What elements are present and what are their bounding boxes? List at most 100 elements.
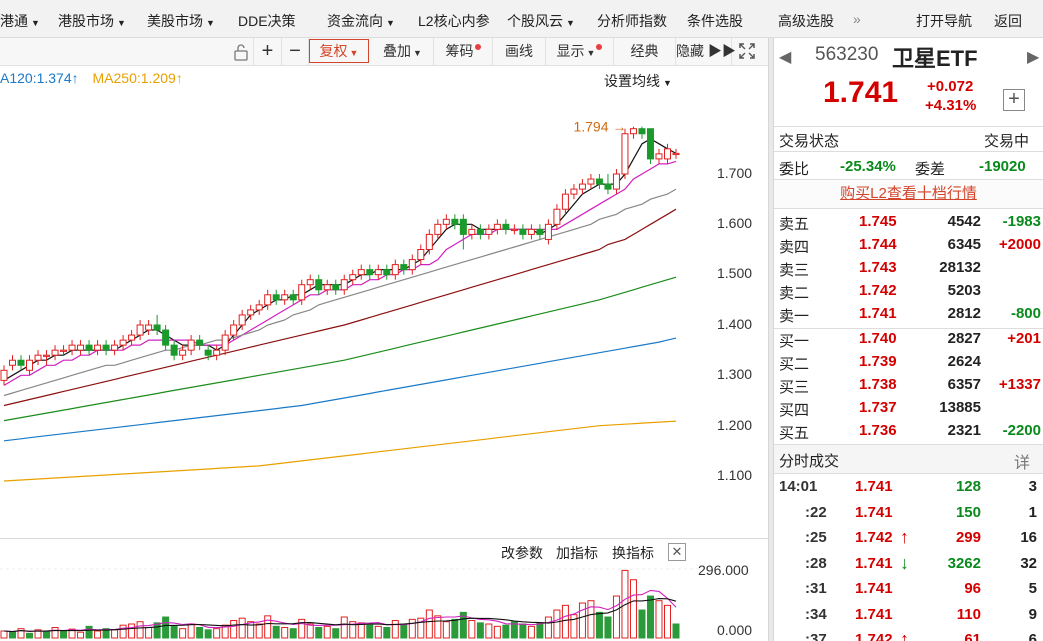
candle-body — [298, 284, 306, 301]
new-dot-icon — [596, 44, 603, 50]
overlay-dropdown[interactable]: 叠加 ▼ — [372, 38, 434, 65]
add-watchlist-icon[interactable]: + — [1003, 89, 1025, 111]
volume-bar — [502, 624, 510, 639]
candle-body — [332, 284, 340, 291]
chip-button[interactable]: 筹码 — [434, 38, 493, 65]
nav-analyst-index[interactable]: 分析师指数 — [597, 13, 667, 29]
new-dot-icon — [474, 44, 481, 50]
ma-line — [3, 160, 677, 386]
classic-button[interactable]: 经典 — [614, 38, 676, 65]
lock-icon[interactable] — [228, 38, 254, 65]
nav-dde[interactable]: DDE决策 — [238, 13, 296, 29]
price-tick-label: 1.300 — [717, 366, 753, 382]
volume-bar — [561, 604, 569, 639]
volume-bar — [587, 600, 595, 639]
ma-line — [3, 138, 677, 381]
volume-bar — [128, 623, 136, 639]
order-price: 1.737 — [859, 399, 897, 416]
tick-volume: 110 — [956, 605, 981, 623]
display-dropdown[interactable]: 显示 ▼ — [546, 38, 614, 65]
candle-body — [638, 128, 646, 135]
nav-l2-core[interactable]: L2核心内参 — [418, 13, 490, 29]
tick-row: :22 1.741 150 1 — [779, 504, 1041, 529]
order-change: +201 — [1007, 330, 1041, 347]
order-level-label: 卖二 — [779, 285, 810, 302]
tick-time: :34 — [805, 605, 827, 623]
expand-icon[interactable] — [732, 38, 762, 65]
candle-body — [570, 188, 578, 195]
l2-purchase-link[interactable]: 购买L2查看十档行情 — [774, 180, 1043, 208]
panel-splitter[interactable] — [768, 38, 774, 641]
volume-bar — [400, 623, 408, 639]
next-stock-icon[interactable]: ▶ — [1027, 49, 1040, 66]
volume-bar — [434, 615, 442, 639]
order-change: +2000 — [998, 236, 1041, 253]
divider — [774, 328, 1043, 329]
volume-bar — [349, 621, 357, 639]
ticks-detail-button[interactable]: 详 — [1014, 455, 1031, 472]
divider — [774, 208, 1043, 209]
divider — [774, 126, 1043, 127]
order-book-row: 卖四 1.744 6345 +2000 — [779, 236, 1041, 259]
price-change: +0.072 — [927, 78, 974, 95]
volume-chart[interactable] — [0, 560, 700, 641]
volume-bar — [366, 624, 374, 639]
weibi-value: -25.34% — [840, 158, 896, 175]
prev-stock-icon[interactable]: ◀ — [779, 49, 792, 66]
last-price: 1.741 — [823, 76, 899, 109]
candle-body — [221, 334, 229, 351]
volume-bar — [663, 604, 671, 639]
candle-body — [434, 223, 442, 235]
order-change: -800 — [1010, 305, 1041, 322]
volume-bar — [527, 625, 535, 639]
tick-count: 3 — [1028, 478, 1037, 495]
nav-open-navigation[interactable]: 打开导航 — [916, 13, 972, 29]
fuquan-dropdown[interactable]: 复权 ▼ — [309, 39, 369, 63]
add-indicator-button[interactable]: 加指标 — [556, 545, 598, 561]
candle-body — [179, 349, 187, 356]
volume-bar — [196, 627, 204, 639]
volume-bar — [119, 624, 127, 639]
volume-bar — [459, 611, 467, 639]
nav-more-icon[interactable]: » — [853, 11, 861, 27]
zoom-out-button[interactable]: − — [282, 38, 309, 65]
volume-bar — [629, 579, 637, 639]
nav-us-market[interactable]: 美股市场 ▼ — [147, 13, 215, 29]
kline-chart[interactable]: 1.794 → — [0, 90, 700, 538]
nav-hk-connect[interactable]: 港通 ▼ — [0, 13, 40, 29]
order-book-row: 卖一 1.741 2812 -800 — [779, 305, 1041, 328]
order-volume: 13885 — [939, 399, 981, 416]
volume-bar — [536, 622, 544, 639]
candle-body — [0, 369, 8, 381]
draw-line-button[interactable]: 画线 — [493, 38, 546, 65]
zoom-in-button[interactable]: + — [254, 38, 282, 65]
candle-body — [451, 218, 459, 225]
tick-count: 32 — [1020, 554, 1037, 572]
close-icon[interactable]: ✕ — [668, 543, 686, 561]
hide-button[interactable]: 隐藏 ▶▶ — [676, 38, 736, 65]
nav-hk-market[interactable]: 港股市场 ▼ — [58, 13, 126, 29]
nav-advanced-pick[interactable]: 高级选股 — [778, 13, 834, 29]
order-change: -1983 — [1002, 213, 1041, 230]
order-book-row: 买三 1.738 6357 +1337 — [779, 376, 1041, 399]
price-tick-label: 1.500 — [717, 265, 753, 281]
nav-back[interactable]: 返回 — [994, 13, 1022, 29]
candle-body — [544, 223, 552, 240]
set-ma-button[interactable]: 设置均线 ▼ — [604, 73, 672, 89]
ma-line — [3, 276, 677, 422]
order-volume: 28132 — [939, 259, 981, 276]
tick-time: :25 — [805, 529, 827, 546]
nav-condition-pick[interactable]: 条件选股 — [687, 13, 743, 29]
nav-stock-news[interactable]: 个股风云 ▼ — [507, 13, 575, 29]
edit-params-button[interactable]: 改参数 — [501, 545, 543, 561]
candle-body — [587, 178, 595, 185]
volume-bar — [68, 628, 76, 639]
tick-volume: 128 — [955, 478, 981, 495]
order-level-label: 买二 — [779, 356, 810, 373]
order-volume: 4542 — [947, 213, 981, 230]
nav-fund-flow[interactable]: 资金流向 ▼ — [327, 13, 395, 29]
order-price: 1.739 — [859, 353, 897, 370]
switch-indicator-button[interactable]: 换指标 — [612, 545, 654, 561]
volume-bar — [162, 616, 170, 639]
